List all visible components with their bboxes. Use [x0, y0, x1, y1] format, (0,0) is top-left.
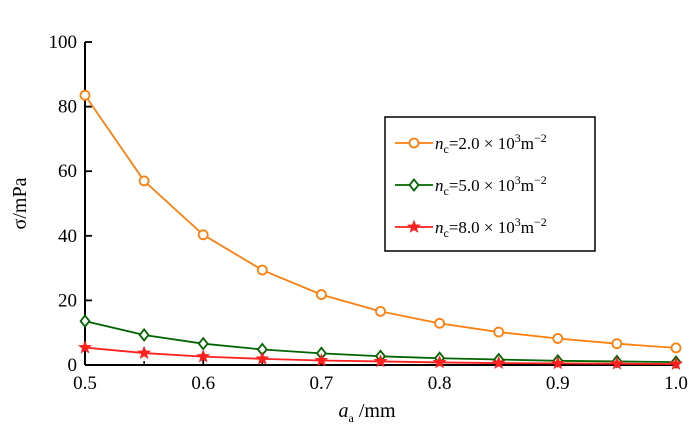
x-tick-label: 0.7 [310, 373, 334, 394]
data-point-star [137, 345, 152, 359]
data-point-star [196, 349, 211, 363]
ticks: 0 20 40 60 80 100 0.5 0.6 0.7 0.8 0.9 1.0 [49, 32, 688, 394]
data-point-star [609, 356, 624, 370]
data-point-circle [315, 289, 327, 300]
x-tick-label: 0.8 [428, 373, 452, 394]
data-point-star [550, 356, 565, 370]
data-point-star [669, 356, 683, 370]
legend-entry-1: nc=2.0 × 103m−2 [395, 131, 547, 156]
legend-label: nc=8.0 × 103m−2 [435, 215, 547, 240]
y-tick-label: 100 [49, 32, 78, 53]
legend-entry-2: nc=5.0 × 103m−2 [395, 173, 547, 198]
data-point-star [255, 351, 270, 365]
data-point-star [491, 355, 506, 369]
data-point-star [407, 219, 421, 233]
y-axis-label: σ/mPa [9, 177, 31, 229]
data-point-circle [256, 264, 268, 276]
data-point-circle [79, 89, 91, 101]
legend: nc=2.0 × 103m−2 nc=5.0 × 103m−2 nc=8.0 × 1… [384, 116, 596, 252]
legend-label: nc=2.0 × 103m−2 [435, 131, 547, 156]
legend-box [384, 116, 596, 252]
y-tick-label: 60 [58, 161, 77, 182]
data-point-star [432, 355, 447, 369]
series-layer [78, 89, 683, 370]
data-point-star [373, 354, 388, 368]
legend-label: nc=5.0 × 103m−2 [435, 173, 547, 198]
data-point-circle [197, 229, 209, 241]
data-point-diamond [138, 328, 150, 342]
data-point-star [314, 353, 329, 367]
legend-entry-3: nc=8.0 × 103m−2 [395, 215, 547, 240]
y-tick-label: 0 [68, 355, 78, 376]
data-point-circle [138, 175, 150, 187]
data-point-diamond [197, 336, 209, 351]
data-point-circle [434, 317, 446, 329]
data-point-diamond [79, 314, 91, 329]
data-point-circle [611, 338, 623, 350]
x-tick-label: 1.0 [664, 373, 688, 394]
x-tick-label: 0.5 [73, 373, 97, 394]
x-tick-label: 0.9 [546, 373, 570, 394]
series-3 [78, 340, 683, 370]
series-1 [79, 89, 682, 354]
y-tick-label: 80 [58, 97, 77, 118]
axis-labels: σ/mPa aa /mm [9, 177, 396, 425]
data-point-diamond [408, 178, 420, 192]
data-point-circle [493, 326, 505, 338]
data-point-star [78, 340, 92, 354]
data-point-circle [552, 333, 564, 344]
data-point-circle [408, 137, 420, 149]
y-tick-label: 20 [58, 290, 77, 311]
y-tick-label: 40 [58, 226, 77, 247]
data-point-circle [375, 305, 386, 317]
x-tick-label: 0.6 [191, 373, 215, 394]
x-axis-label: aa /mm [339, 400, 396, 425]
data-point-circle [670, 342, 682, 354]
